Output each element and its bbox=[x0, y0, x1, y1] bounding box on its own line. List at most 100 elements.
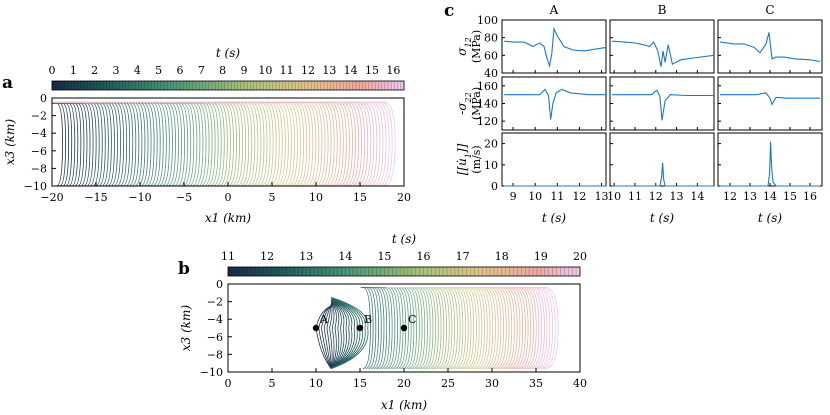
x-tick-b-label: 10 bbox=[309, 377, 323, 390]
contour-b-line bbox=[386, 287, 499, 369]
contour-a-line bbox=[52, 102, 216, 187]
subplot-ytick-label: 0 bbox=[491, 180, 498, 193]
contour-a-line bbox=[52, 101, 341, 187]
subplot-xtick-label: 11 bbox=[550, 190, 564, 203]
contour-b-line bbox=[326, 304, 332, 369]
contour-a-line bbox=[52, 101, 314, 187]
row-ylabel-1: -σ22(MPa) bbox=[455, 87, 483, 120]
series-C-1 bbox=[720, 92, 820, 106]
contour-a-line bbox=[52, 102, 170, 187]
contour-a-line bbox=[52, 101, 329, 187]
contour-a-line bbox=[52, 101, 344, 187]
x-tick-a-label: 5 bbox=[269, 191, 276, 204]
x-tick-b-label: 35 bbox=[529, 377, 543, 390]
contour-a-line bbox=[52, 102, 143, 187]
subplot-A-1-frame bbox=[501, 76, 607, 131]
contour-b-line bbox=[386, 287, 507, 369]
contour-b-line bbox=[386, 287, 447, 369]
colorbar-a-tick: 7 bbox=[198, 64, 205, 77]
colorbar-a-tick: 14 bbox=[344, 64, 358, 77]
contour-b-line bbox=[364, 287, 382, 369]
contour-a-line bbox=[52, 101, 298, 187]
x-tick-b-label: 20 bbox=[397, 377, 411, 390]
contour-a-line bbox=[52, 102, 131, 187]
contour-b-line bbox=[385, 287, 434, 369]
contour-b-line bbox=[366, 287, 385, 369]
contour-b-line bbox=[323, 304, 332, 369]
y-ticks-b: 0 −2 −4 −6 −8 −10 bbox=[200, 278, 232, 379]
contour-b-line bbox=[386, 287, 534, 369]
subplot-xtick-label: 14 bbox=[690, 190, 704, 203]
subplot-ytick-label: 20 bbox=[484, 138, 498, 151]
contour-b-line bbox=[386, 287, 456, 369]
subplot-ytick-label: 10 bbox=[484, 159, 498, 172]
subplot-ytick-label: 80 bbox=[484, 32, 498, 45]
contour-b-line bbox=[386, 287, 442, 369]
contour-a-line bbox=[52, 102, 161, 187]
colorbar-a-tick: 8 bbox=[219, 64, 226, 77]
contour-a-line bbox=[52, 102, 82, 187]
contour-b-line bbox=[386, 287, 450, 369]
y-tick-b-label: −4 bbox=[207, 313, 223, 326]
contour-a-line bbox=[52, 101, 338, 187]
contour-a-line bbox=[52, 102, 250, 187]
contours-b bbox=[315, 287, 559, 369]
series-C-2 bbox=[720, 141, 820, 187]
contour-b-line bbox=[386, 287, 529, 369]
colorbar-b-ticks: 11 12 13 14 15 16 17 18 19 20 bbox=[221, 250, 587, 263]
contour-a-line bbox=[52, 101, 317, 187]
contour-a-line bbox=[52, 101, 311, 187]
colorbar-b-stripes bbox=[227, 267, 581, 276]
subplot-ytick-label: 120 bbox=[477, 115, 498, 128]
contour-a-line bbox=[52, 102, 213, 187]
colorbar-a-tick: 9 bbox=[241, 64, 248, 77]
subplot-xtick-label: 13 bbox=[595, 190, 609, 203]
colorbar-a-tick: 3 bbox=[113, 64, 120, 77]
contour-a-line bbox=[52, 102, 228, 187]
x-tick-a-label: −15 bbox=[84, 191, 107, 204]
station-A-marker bbox=[312, 324, 320, 332]
contour-b-line bbox=[331, 299, 355, 369]
x-axis-label-a: x1 (km) bbox=[205, 211, 252, 225]
x-tick-b-label: 0 bbox=[225, 377, 232, 390]
contour-b-line bbox=[330, 300, 347, 369]
subplot-A-2-frame bbox=[501, 132, 607, 187]
contour-a-line bbox=[52, 102, 97, 187]
station-B-label: B bbox=[364, 313, 372, 326]
contour-a-line bbox=[52, 102, 259, 187]
row-ylabel-symbol-0: σ12 bbox=[455, 37, 473, 55]
contour-b-line bbox=[330, 301, 342, 369]
subplot-A-0-frame bbox=[501, 19, 607, 74]
x-tick-b-label: 25 bbox=[441, 377, 455, 390]
station-A-label: A bbox=[319, 313, 329, 326]
contour-b-line bbox=[386, 287, 480, 369]
colorbar-a-tick: 12 bbox=[301, 64, 315, 77]
x-tick-a-label: 20 bbox=[397, 191, 411, 204]
colorbar-b-tick: 14 bbox=[338, 250, 352, 263]
contour-b-line bbox=[386, 287, 537, 369]
colorbar-b-tick: 18 bbox=[495, 250, 509, 263]
contour-b-line bbox=[384, 287, 431, 369]
y-axis-label-b: x3 (km) bbox=[179, 305, 193, 352]
subplot-C-0-frame bbox=[717, 19, 823, 74]
contour-b-line bbox=[330, 300, 350, 369]
y-tick-a-label: −10 bbox=[24, 180, 47, 193]
contour-a-line bbox=[52, 102, 109, 187]
contour-b-line bbox=[386, 287, 485, 369]
y-tick-a-label: −2 bbox=[31, 110, 47, 123]
contour-a-line bbox=[52, 102, 115, 187]
contour-a-line bbox=[52, 101, 359, 187]
contour-a-line bbox=[52, 101, 289, 187]
contour-b-line bbox=[321, 304, 332, 369]
subplot-xtick-label: 15 bbox=[783, 190, 797, 203]
contour-a-line bbox=[52, 101, 356, 187]
subplot-ytick-label: 40 bbox=[484, 67, 498, 80]
contour-a-line bbox=[52, 101, 335, 187]
y-tick-b-label: −10 bbox=[200, 366, 223, 379]
colorbar-b-tick: 15 bbox=[377, 250, 391, 263]
contour-b-line bbox=[371, 287, 398, 369]
subplot-xtick-label: 10 bbox=[528, 190, 542, 203]
y-tick-a-label: −4 bbox=[31, 127, 47, 140]
